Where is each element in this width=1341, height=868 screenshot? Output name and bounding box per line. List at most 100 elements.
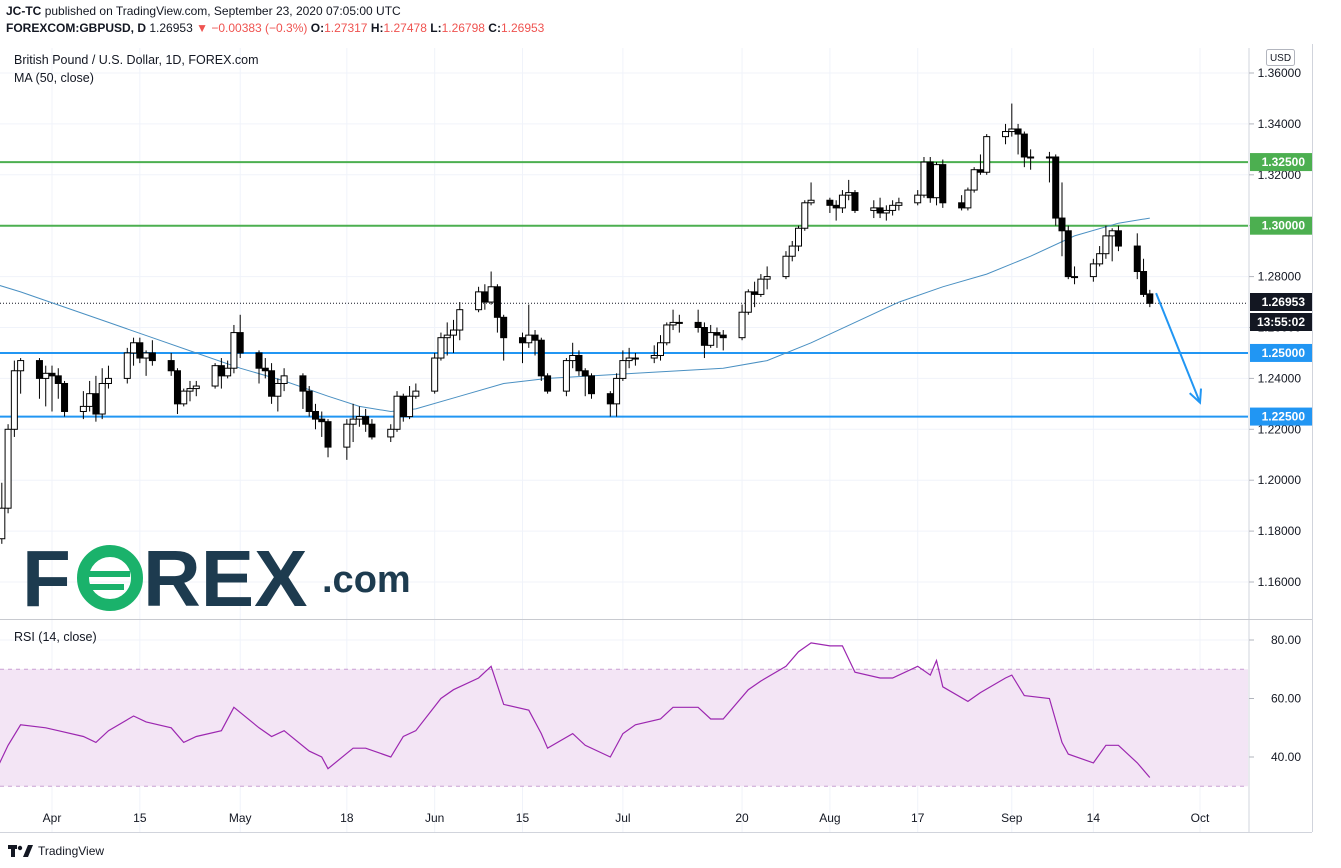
watermark-rex: REX xyxy=(143,534,308,623)
price-tick-label: 1.16000 xyxy=(1258,575,1302,589)
candle xyxy=(167,352,175,376)
arrow-head-icon[interactable] xyxy=(1189,388,1202,405)
candle xyxy=(500,314,508,361)
candle xyxy=(826,197,834,213)
candle xyxy=(832,200,840,221)
time-tick-label: 14 xyxy=(1087,811,1101,825)
candle xyxy=(92,375,100,422)
time-tick-label: Aug xyxy=(819,811,840,825)
candle xyxy=(230,324,238,374)
candle xyxy=(261,358,269,379)
candle xyxy=(180,388,188,407)
candle xyxy=(882,205,890,221)
candle xyxy=(1014,123,1022,155)
currency-label: USD xyxy=(1270,53,1291,64)
rsi-legend[interactable]: RSI (14, close) xyxy=(14,630,97,644)
candle xyxy=(544,373,552,394)
candle xyxy=(782,251,790,280)
candle xyxy=(1045,151,1053,183)
candle xyxy=(142,350,150,376)
level-badge xyxy=(1250,216,1312,235)
candle xyxy=(939,159,947,208)
publisher-name[interactable]: JC-TC xyxy=(6,4,42,18)
countdown-badge xyxy=(1250,313,1312,331)
candle xyxy=(173,368,181,415)
price-tick-label: 1.36000 xyxy=(1258,66,1302,80)
candle xyxy=(1146,289,1154,308)
candle xyxy=(449,319,457,353)
candle xyxy=(1002,123,1010,145)
candle xyxy=(123,347,131,384)
time-tick-label: 15 xyxy=(133,811,147,825)
rsi-overbought-oversold-band xyxy=(0,669,1248,787)
candle xyxy=(518,332,526,364)
projection-arrow[interactable] xyxy=(1155,292,1202,405)
candle xyxy=(606,391,614,417)
candle xyxy=(619,350,627,381)
candle xyxy=(42,365,50,407)
candle xyxy=(707,324,715,348)
candle xyxy=(713,327,721,348)
arrow-shaft[interactable] xyxy=(1155,292,1201,403)
candle xyxy=(587,373,595,399)
grid-lines xyxy=(0,48,1248,832)
candle xyxy=(211,363,219,389)
candle xyxy=(431,352,439,394)
open-value: 1.27317 xyxy=(324,21,368,35)
horizontal-levels xyxy=(0,161,1248,418)
countdown-badge-text: 13:55:02 xyxy=(1257,315,1305,329)
candle xyxy=(1108,228,1116,262)
candlestick-series xyxy=(0,103,1154,544)
candle xyxy=(311,403,319,430)
time-tick-label: 20 xyxy=(735,811,749,825)
candle xyxy=(562,358,570,397)
time-tick-label: Jul xyxy=(615,811,630,825)
candle xyxy=(895,197,903,211)
candle xyxy=(98,368,106,420)
currency-button[interactable] xyxy=(1266,49,1295,66)
last-price-text: 1.26953 xyxy=(149,21,193,35)
time-tick-label: 15 xyxy=(516,811,530,825)
candle xyxy=(575,350,583,376)
candle xyxy=(1096,246,1104,267)
published-text: published on TradingView.com, September … xyxy=(44,4,401,18)
candle xyxy=(958,195,966,211)
symbol-ohlc-line: FOREXCOM:GBPUSD, D 1.26953 ▼ −0.00383 (−… xyxy=(6,21,544,35)
candle xyxy=(1027,149,1035,170)
candle xyxy=(305,386,313,417)
candle xyxy=(1008,103,1016,137)
candle xyxy=(136,337,144,364)
candle xyxy=(86,380,94,412)
candle xyxy=(186,380,194,402)
candle xyxy=(719,330,727,351)
candle xyxy=(481,284,489,310)
candle xyxy=(393,391,401,432)
candle xyxy=(324,419,332,458)
price-legend-title[interactable]: British Pound / U.S. Dollar, 1D, FOREX.c… xyxy=(14,53,259,67)
candle xyxy=(493,284,501,333)
rsi-axis-ticks[interactable]: 40.00 60.00 80.00 xyxy=(1249,633,1301,764)
footer-brand[interactable]: TradingView xyxy=(38,843,105,858)
level-badge-text: 1.32500 xyxy=(1262,155,1306,169)
candle xyxy=(17,358,25,394)
candle xyxy=(845,179,853,201)
ma-legend[interactable]: MA (50, close) xyxy=(14,71,94,85)
candle xyxy=(1133,233,1141,280)
candle xyxy=(631,352,639,366)
candle xyxy=(1089,258,1097,282)
level-badge xyxy=(1250,153,1312,172)
rsi-tick-label: 40.00 xyxy=(1271,750,1301,764)
candle xyxy=(763,266,771,290)
candle xyxy=(870,200,878,219)
watermark-currency-o-icon xyxy=(77,545,143,611)
level-badge xyxy=(1250,407,1312,426)
level-badge xyxy=(1250,343,1312,362)
candle xyxy=(675,314,683,333)
candle xyxy=(807,182,815,206)
candle xyxy=(0,482,6,544)
time-axis-ticks[interactable]: Apr 15 May 18 Jun 15 Jul 20 Aug 17 Sep 14 Oct xyxy=(43,811,1210,825)
candle xyxy=(318,411,326,437)
symbol-name[interactable]: FOREXCOM:GBPUSD, D xyxy=(6,21,147,35)
tradingview-logo-icon xyxy=(8,844,33,857)
